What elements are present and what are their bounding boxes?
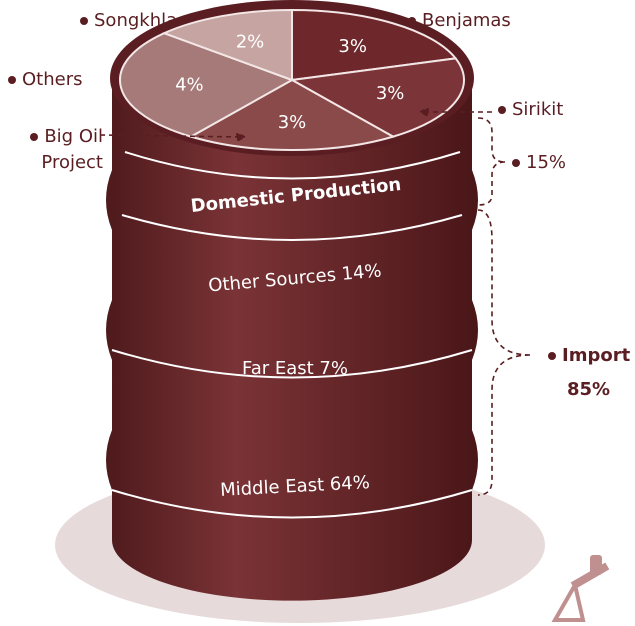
pump-icon (551, 555, 610, 622)
slice-label: 3% (338, 36, 367, 57)
pie-slice (291, 8, 458, 82)
legend-label: Benjamas (408, 8, 511, 34)
import-label: Import (548, 343, 630, 369)
rings (111, 151, 473, 519)
pie-slice (119, 32, 295, 138)
legend-label: Sirikit (498, 97, 563, 123)
slice-label: 2% (236, 32, 265, 53)
connectors (99, 106, 531, 496)
legend-label: Others (8, 67, 83, 93)
pie-slice (288, 57, 465, 138)
slice-label: 3% (278, 112, 307, 133)
pie-slice (188, 78, 396, 151)
import-share: 85% (567, 379, 611, 400)
legend-label: Big Oil Project (8, 124, 103, 176)
slice-label: 4% (175, 74, 204, 95)
domestic-share: 15% (512, 150, 566, 176)
slice-label: 3% (376, 83, 405, 104)
barrel-body (106, 80, 478, 601)
band-label: Far East 7% (242, 358, 348, 379)
legend-label: Songkhla (80, 8, 177, 34)
